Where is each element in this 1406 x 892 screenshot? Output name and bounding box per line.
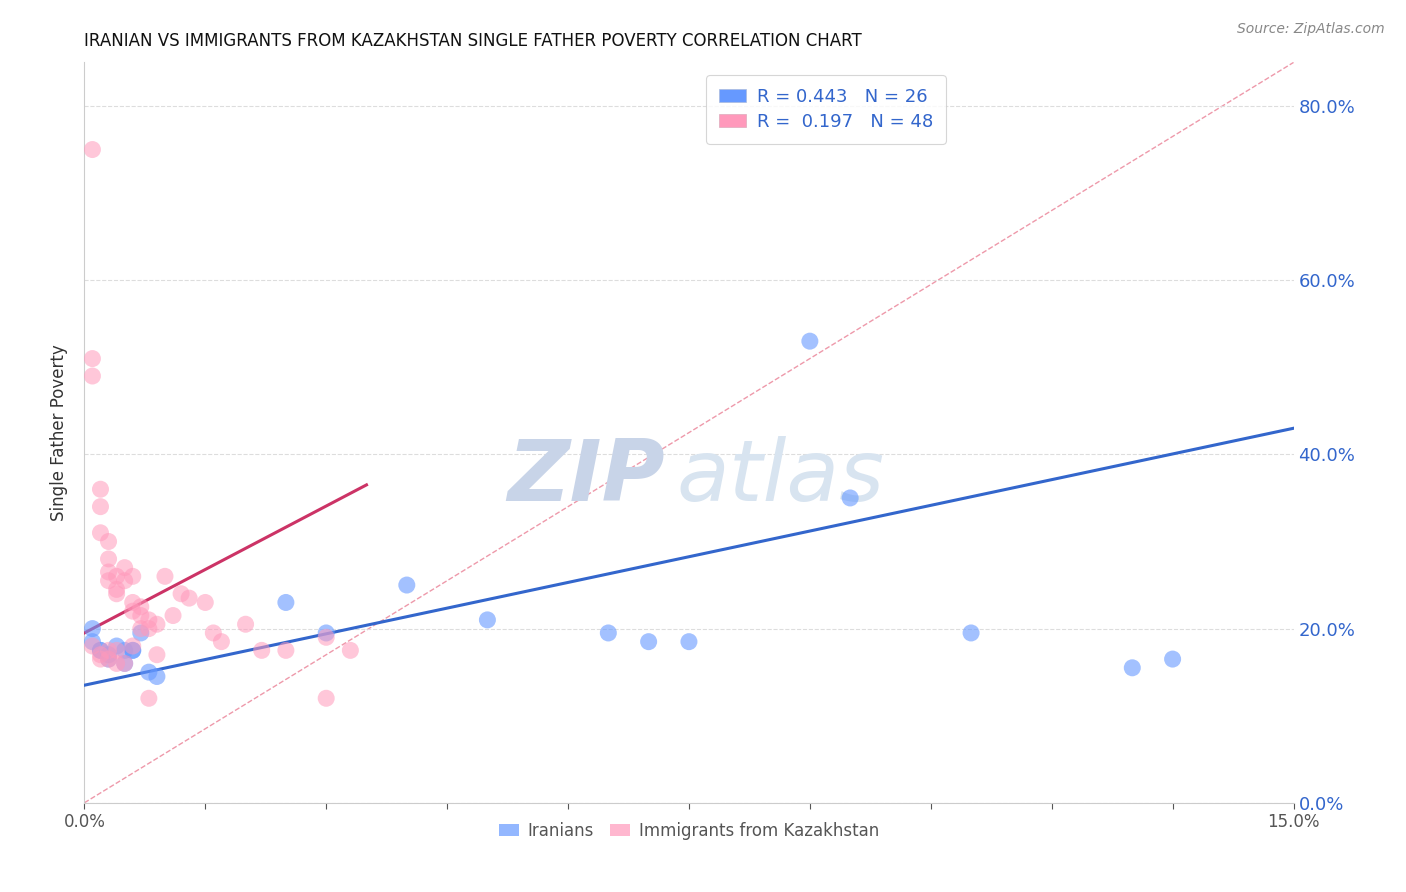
Point — [121, 595, 143, 609]
Point — [114, 560, 136, 574]
Point — [114, 657, 136, 671]
Point — [209, 634, 232, 648]
Point — [146, 669, 169, 683]
Point — [960, 626, 983, 640]
Point — [129, 622, 152, 636]
Point — [129, 599, 152, 614]
Point — [162, 608, 184, 623]
Point — [114, 574, 136, 588]
Point — [153, 569, 176, 583]
Point — [82, 634, 104, 648]
Point — [1121, 661, 1143, 675]
Point — [82, 369, 104, 384]
Point — [105, 569, 128, 583]
Legend: Iranians, Immigrants from Kazakhstan: Iranians, Immigrants from Kazakhstan — [492, 815, 886, 847]
Point — [598, 626, 620, 640]
Point — [146, 648, 169, 662]
Point — [114, 657, 136, 671]
Point — [82, 143, 104, 157]
Point — [274, 595, 297, 609]
Point — [89, 643, 111, 657]
Point — [89, 482, 111, 496]
Text: ZIP: ZIP — [508, 435, 665, 518]
Point — [97, 652, 120, 666]
Point — [315, 691, 337, 706]
Point — [97, 652, 120, 666]
Point — [799, 334, 821, 348]
Point — [105, 643, 128, 657]
Point — [179, 591, 201, 606]
Point — [138, 613, 160, 627]
Text: IRANIAN VS IMMIGRANTS FROM KAZAKHSTAN SINGLE FATHER POVERTY CORRELATION CHART: IRANIAN VS IMMIGRANTS FROM KAZAKHSTAN SI… — [84, 32, 862, 50]
Point — [138, 622, 160, 636]
Point — [129, 608, 152, 623]
Point — [114, 643, 136, 657]
Point — [105, 639, 128, 653]
Point — [129, 626, 152, 640]
Point — [1161, 652, 1184, 666]
Point — [339, 643, 361, 657]
Point — [97, 552, 120, 566]
Point — [315, 630, 337, 644]
Point — [138, 691, 160, 706]
Y-axis label: Single Father Poverty: Single Father Poverty — [51, 344, 69, 521]
Point — [89, 525, 111, 540]
Point — [105, 657, 128, 671]
Point — [121, 604, 143, 618]
Point — [250, 643, 273, 657]
Point — [194, 595, 217, 609]
Point — [121, 643, 143, 657]
Point — [105, 587, 128, 601]
Point — [97, 574, 120, 588]
Point — [121, 639, 143, 653]
Point — [138, 665, 160, 680]
Point — [89, 500, 111, 514]
Point — [839, 491, 862, 505]
Point — [97, 643, 120, 657]
Point — [97, 534, 120, 549]
Point — [97, 648, 120, 662]
Point — [82, 351, 104, 366]
Point — [97, 565, 120, 579]
Point — [121, 643, 143, 657]
Point — [89, 643, 111, 657]
Point — [637, 634, 659, 648]
Point — [89, 648, 111, 662]
Text: atlas: atlas — [676, 435, 884, 518]
Text: Source: ZipAtlas.com: Source: ZipAtlas.com — [1237, 22, 1385, 37]
Point — [146, 617, 169, 632]
Point — [82, 622, 104, 636]
Point — [315, 626, 337, 640]
Point — [477, 613, 499, 627]
Point — [274, 643, 297, 657]
Point — [82, 639, 104, 653]
Point — [89, 652, 111, 666]
Point — [202, 626, 225, 640]
Point — [121, 569, 143, 583]
Point — [170, 587, 193, 601]
Point — [235, 617, 257, 632]
Point — [105, 582, 128, 597]
Point — [395, 578, 418, 592]
Point — [678, 634, 700, 648]
